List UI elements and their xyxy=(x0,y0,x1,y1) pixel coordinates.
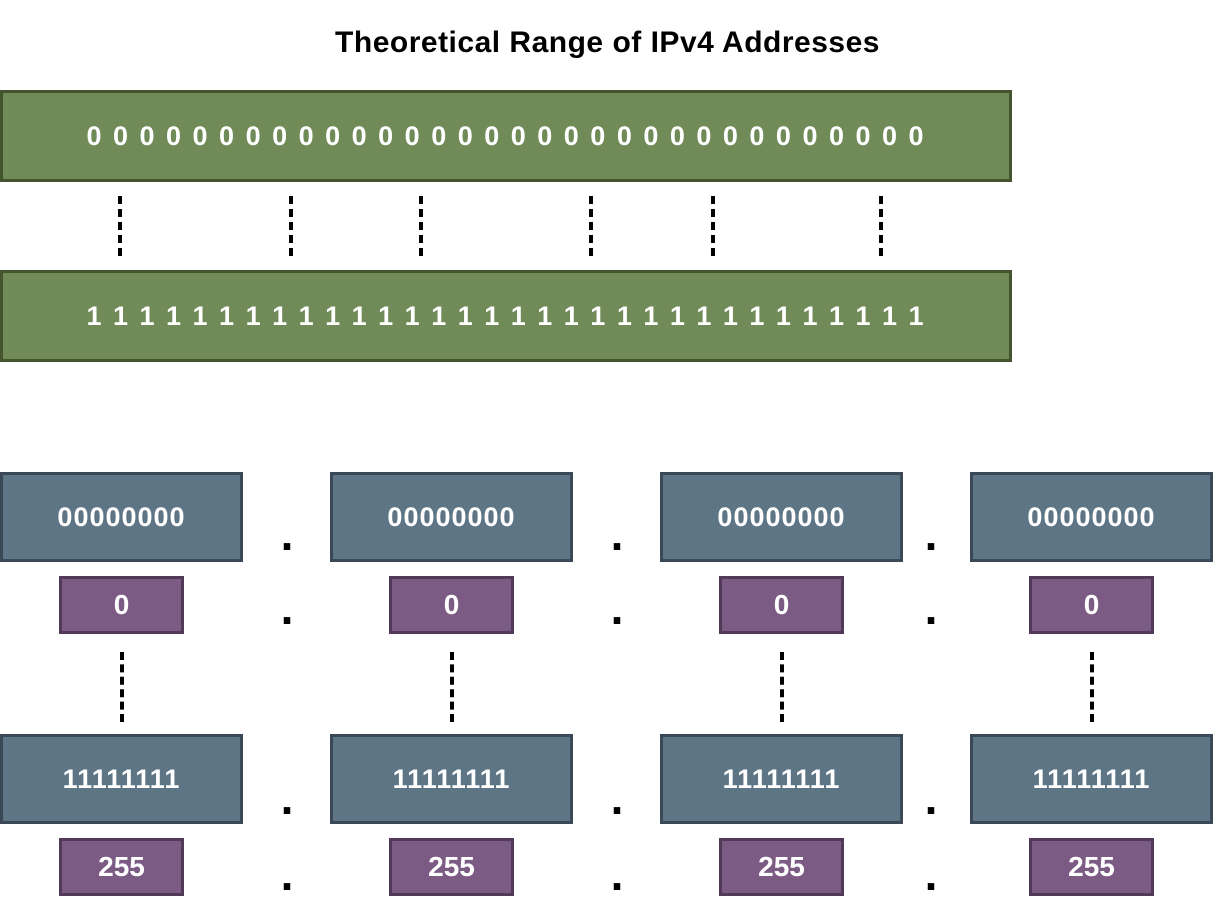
octet1-max-decimal-box: 255 xyxy=(59,838,184,896)
dot-separator: . xyxy=(924,582,938,634)
binary-bar-ones-text: 1 1 1 1 1 1 1 1 1 1 1 1 1 1 1 1 1 1 1 1 … xyxy=(86,300,926,331)
binary-bar-all-ones: 1 1 1 1 1 1 1 1 1 1 1 1 1 1 1 1 1 1 1 1 … xyxy=(0,270,1012,362)
vertical-ellipsis xyxy=(419,196,423,256)
dot-separator: . xyxy=(610,772,624,824)
dot-separator: . xyxy=(280,848,294,900)
octet2-max-binary-box: 11111111 xyxy=(330,734,573,824)
dot-separator: . xyxy=(280,772,294,824)
octet-column-3: 00000000 0 11111111 255 xyxy=(660,472,903,896)
vertical-ellipsis xyxy=(589,196,593,256)
octet4-min-decimal-box: 0 xyxy=(1029,576,1154,634)
octet1-min-decimal-box: 0 xyxy=(59,576,184,634)
vertical-ellipsis xyxy=(449,652,454,722)
octet1-min-binary-box: 00000000 xyxy=(0,472,243,562)
octet3-max-binary-box: 11111111 xyxy=(660,734,903,824)
vertical-ellipsis xyxy=(779,652,784,722)
dot-separator: . xyxy=(280,582,294,634)
vertical-ellipsis xyxy=(1089,652,1094,722)
binary-bar-all-zeros: 0 0 0 0 0 0 0 0 0 0 0 0 0 0 0 0 0 0 0 0 … xyxy=(0,90,1012,182)
vertical-ellipsis xyxy=(119,652,124,722)
octet2-min-decimal-box: 0 xyxy=(389,576,514,634)
octet2-max-decimal-box: 255 xyxy=(389,838,514,896)
dot-separator: . xyxy=(924,508,938,560)
dot-separator: . xyxy=(610,582,624,634)
vertical-ellipsis xyxy=(711,196,715,256)
octet4-max-decimal-box: 255 xyxy=(1029,838,1154,896)
octet4-min-binary-box: 00000000 xyxy=(970,472,1213,562)
vertical-ellipsis xyxy=(118,196,122,256)
octet-column-4: 00000000 0 11111111 255 xyxy=(970,472,1213,896)
octet1-max-binary-box: 11111111 xyxy=(0,734,243,824)
octet2-min-binary-box: 00000000 xyxy=(330,472,573,562)
dot-separator: . xyxy=(610,508,624,560)
diagram-title: Theoretical Range of IPv4 Addresses xyxy=(335,26,880,59)
octet-column-2: 00000000 0 11111111 255 xyxy=(330,472,573,896)
octet3-min-decimal-box: 0 xyxy=(719,576,844,634)
dot-separator: . xyxy=(610,848,624,900)
octet3-min-binary-box: 00000000 xyxy=(660,472,903,562)
dot-separator: . xyxy=(924,848,938,900)
octet-column-1: 00000000 0 11111111 255 xyxy=(0,472,243,896)
vertical-ellipsis xyxy=(289,196,293,256)
binary-bar-zeros-text: 0 0 0 0 0 0 0 0 0 0 0 0 0 0 0 0 0 0 0 0 … xyxy=(86,120,926,151)
octet3-max-decimal-box: 255 xyxy=(719,838,844,896)
vertical-ellipsis xyxy=(879,196,883,256)
octet4-max-binary-box: 11111111 xyxy=(970,734,1213,824)
dot-separator: . xyxy=(924,772,938,824)
dot-separator: . xyxy=(280,508,294,560)
